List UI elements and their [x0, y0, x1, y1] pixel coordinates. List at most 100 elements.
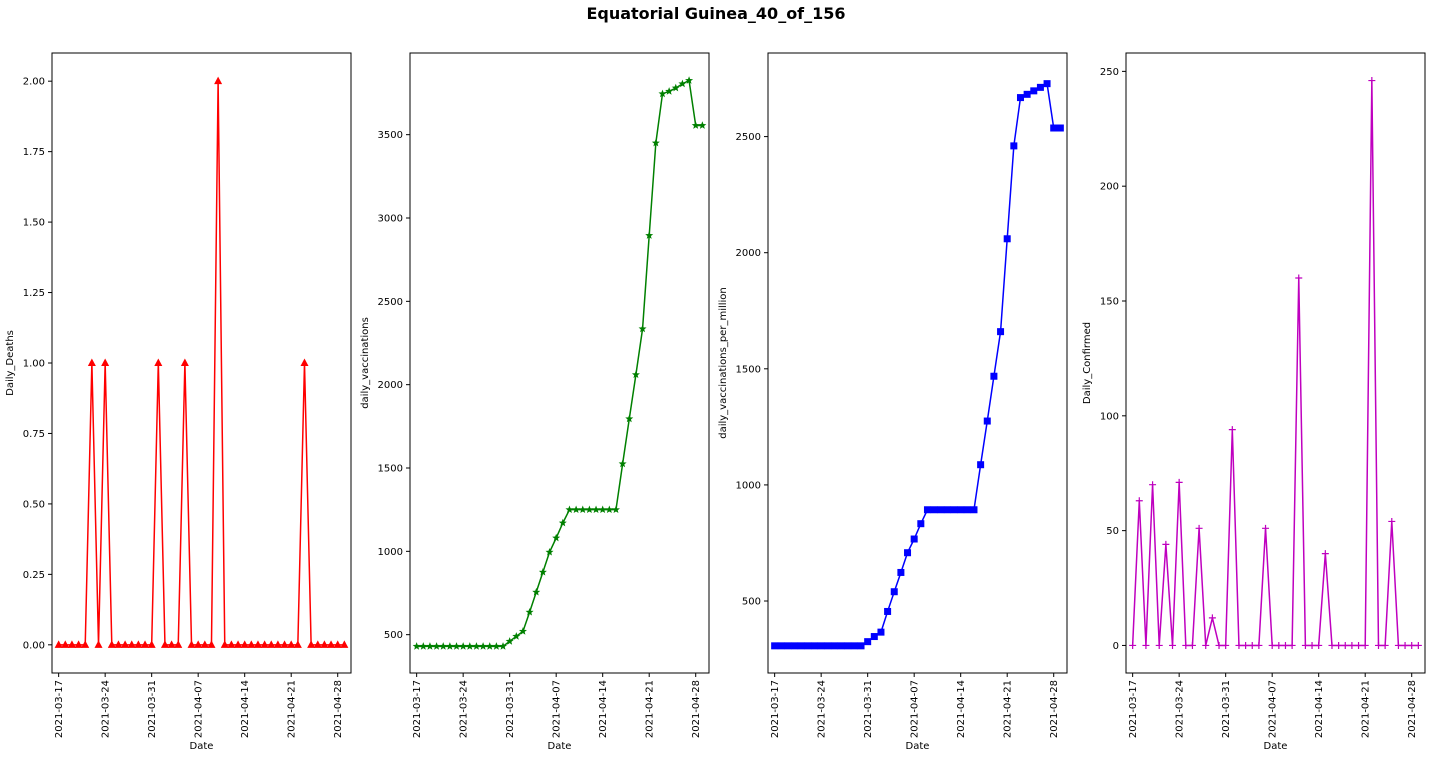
data-point-1 [777, 642, 785, 650]
data-point-33 [631, 370, 640, 379]
x-tick-label: 2021-04-28 [691, 680, 702, 738]
data-point-5 [1162, 540, 1170, 548]
data-point-40 [1036, 83, 1044, 91]
data-point-39 [671, 83, 680, 92]
data-point-24 [1288, 641, 1296, 649]
data-point-20 [545, 547, 554, 556]
x-axis-label: Date [1264, 741, 1288, 752]
data-point-10 [479, 642, 488, 650]
data-point-24 [572, 505, 581, 514]
data-point-41 [1043, 80, 1051, 88]
data-point-27 [234, 640, 243, 648]
data-point-12 [1208, 614, 1216, 622]
data-point-24 [930, 506, 938, 514]
data-point-8 [107, 640, 116, 648]
data-point-13 [141, 640, 150, 648]
data-point-20 [187, 640, 196, 648]
data-point-16 [1235, 641, 1243, 649]
data-point-6 [452, 642, 461, 650]
data-point-37 [300, 358, 309, 366]
data-point-21 [194, 640, 203, 648]
data-point-26 [585, 505, 594, 514]
data-point-17 [884, 607, 892, 615]
data-point-37 [1374, 641, 1382, 649]
y-tick-label: 2500 [736, 132, 761, 143]
data-point-23 [923, 506, 931, 514]
x-tick-label: 2021-04-14 [956, 680, 967, 738]
data-point-21 [1268, 641, 1276, 649]
y-tick-label: 0.50 [23, 499, 45, 510]
y-tick-label: 1.75 [23, 147, 45, 158]
data-point-19 [1255, 641, 1263, 649]
data-point-3 [432, 642, 441, 650]
data-point-25 [937, 506, 945, 514]
data-point-28 [598, 505, 607, 514]
plot-frame [51, 52, 352, 674]
data-point-26 [227, 640, 236, 648]
data-point-25 [220, 640, 229, 648]
x-axis-label: Date [548, 741, 572, 752]
data-point-43 [340, 640, 349, 648]
x-tick-label: 2021-04-07 [552, 680, 563, 738]
data-point-4 [797, 642, 805, 650]
data-point-27 [592, 505, 601, 514]
data-point-33 [990, 372, 998, 380]
subplot-2: 500 1000 1500 2000 2500 3000 3500 2021-03-17 202… [360, 52, 710, 752]
x-tick-label: 2021-03-24 [101, 680, 112, 738]
data-point-32 [625, 414, 634, 423]
data-point-1 [419, 642, 428, 650]
x-tick-label: 2021-03-17 [770, 680, 781, 738]
y-tick-label: 2500 [378, 297, 403, 308]
x-tick-label: 2021-04-07 [910, 680, 921, 738]
y-tick-label: 1000 [736, 480, 761, 491]
y-tick-label: 150 [1100, 297, 1119, 308]
data-point-28 [1315, 641, 1323, 649]
y-tick-label: 0.00 [23, 640, 45, 651]
data-point-2 [784, 642, 792, 650]
data-point-16 [518, 627, 527, 635]
data-point-40 [678, 79, 687, 88]
data-point-22 [558, 518, 567, 527]
data-point-40 [320, 640, 329, 648]
data-point-38 [665, 87, 674, 95]
data-point-34 [280, 640, 289, 648]
x-tick-label: 2021-04-21 [287, 680, 298, 738]
data-point-20 [1262, 524, 1270, 532]
subplot-3: 500 1000 1500 2000 2500 2021-03-17 2021-03-24 2… [718, 52, 1068, 752]
data-point-18 [1248, 641, 1256, 649]
data-point-25 [578, 505, 587, 514]
data-point-43 [698, 121, 707, 129]
y-tick-label: 0.75 [23, 429, 45, 440]
x-tick-label: 2021-04-28 [1049, 680, 1060, 738]
series-markers [1129, 77, 1422, 649]
data-point-42 [1408, 641, 1416, 649]
data-point-11 [485, 642, 494, 650]
data-point-31 [260, 640, 269, 648]
data-point-24 [214, 76, 223, 85]
data-point-34 [638, 324, 647, 333]
data-point-6 [1169, 641, 1177, 649]
data-point-4 [1155, 641, 1163, 649]
data-point-31 [618, 459, 627, 468]
data-point-17 [1242, 641, 1250, 649]
series-markers [412, 76, 707, 650]
data-point-22 [1275, 641, 1283, 649]
data-point-14 [147, 640, 156, 648]
data-point-9 [472, 642, 481, 650]
y-tick-label: 0 [1113, 641, 1119, 652]
data-point-33 [1348, 641, 1356, 649]
data-point-5 [445, 642, 454, 650]
data-point-5 [87, 358, 96, 366]
data-point-39 [1388, 517, 1396, 525]
data-point-22 [200, 640, 209, 648]
data-point-42 [1050, 124, 1058, 132]
plot-frame [1125, 52, 1426, 674]
x-tick-label: 2021-04-28 [333, 680, 344, 738]
data-point-0 [1129, 641, 1137, 649]
data-point-10 [1195, 524, 1203, 532]
data-point-30 [253, 640, 262, 648]
x-tick-label: 2021-03-24 [817, 680, 828, 738]
data-point-1 [1135, 497, 1143, 505]
data-point-0 [771, 642, 779, 650]
data-point-14 [1222, 641, 1230, 649]
